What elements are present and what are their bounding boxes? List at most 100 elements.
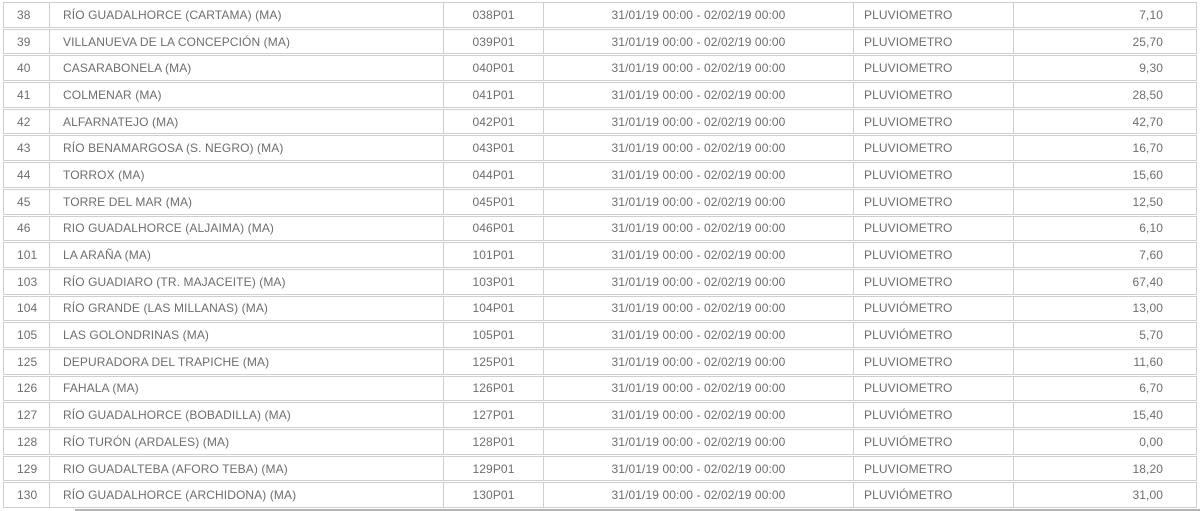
table-row-130: 130 RÍO GUADALHORCE (ARCHIDONA) (MA) 130… <box>3 482 1197 509</box>
period-cell: 31/01/19 00:00 - 02/02/19 00:00 <box>544 483 854 508</box>
station-code-cell: 101P01 <box>444 243 544 267</box>
period-cell: 31/01/19 00:00 - 02/02/19 00:00 <box>544 430 854 454</box>
period-cell: 31/01/19 00:00 - 02/02/19 00:00 <box>544 56 854 81</box>
station-code-cell: 038P01 <box>444 3 544 27</box>
value-cell: 6,70 <box>1139 381 1163 396</box>
station-name-cell: RIO GUADALHORCE (ALJAIMA) (MA) <box>50 216 444 241</box>
station-name-cell: LA ARAÑA (MA) <box>50 243 444 267</box>
value-cell: 18,20 <box>1132 461 1163 476</box>
row-id-cell: 105 <box>4 323 50 347</box>
station-code-cell: 105P01 <box>444 323 544 347</box>
value-cell: 5,70 <box>1139 328 1163 343</box>
station-name-cell: RÍO GRANDE (LAS MILLANAS) (MA) <box>50 296 444 321</box>
station-code-cell: 040P01 <box>444 56 544 81</box>
sensor-type-cell: PLUVIOMETRO <box>854 269 1014 294</box>
table-row-104: 104 RÍO GRANDE (LAS MILLANAS) (MA) 104P0… <box>3 295 1197 322</box>
station-code-cell: 044P01 <box>444 163 544 187</box>
next-row-top-border <box>75 509 1200 511</box>
station-code-cell: 043P01 <box>444 136 544 161</box>
value-cell: 15,60 <box>1132 167 1163 182</box>
period-cell: 31/01/19 00:00 - 02/02/19 00:00 <box>544 163 854 187</box>
table-row-103: 103 RÍO GUADIARO (TR. MAJACEITE) (MA) 10… <box>3 268 1197 295</box>
period-cell: 31/01/19 00:00 - 02/02/19 00:00 <box>544 29 854 54</box>
table-row-43: 43 RÍO BENAMARGOSA (S. NEGRO) (MA) 043P0… <box>3 135 1197 162</box>
row-id-cell: 39 <box>4 29 50 54</box>
value-cell: 67,40 <box>1132 274 1163 289</box>
period-cell: 31/01/19 00:00 - 02/02/19 00:00 <box>544 3 854 27</box>
value-cell: 42,70 <box>1132 114 1163 129</box>
value-cell: 28,50 <box>1132 87 1163 102</box>
row-id-cell: 129 <box>4 456 50 481</box>
sensor-type-cell: PLUVIÓMETRO <box>854 296 1014 321</box>
station-code-cell: 103P01 <box>444 269 544 294</box>
row-id-cell: 38 <box>4 3 50 27</box>
value-cell: 7,60 <box>1139 248 1163 263</box>
sensor-type-cell: PLUVIOMETRO <box>854 109 1014 134</box>
station-code-cell: 045P01 <box>444 189 544 214</box>
station-name-cell: RÍO GUADALHORCE (ARCHIDONA) (MA) <box>50 483 444 508</box>
station-code-cell: 129P01 <box>444 456 544 481</box>
table-row-39: 39 VILLANUEVA DE LA CONCEPCIÓN (MA) 039P… <box>3 28 1197 55</box>
table-row-129: 129 RIO GUADALTEBA (AFORO TEBA) (MA) 129… <box>3 455 1197 482</box>
sensor-type-cell: PLUVIÓMETRO <box>854 483 1014 508</box>
sensor-type-cell: PLUVIÓMETRO <box>854 430 1014 454</box>
sensor-type-cell: PLUVIOMETRO <box>854 3 1014 27</box>
period-cell: 31/01/19 00:00 - 02/02/19 00:00 <box>544 403 854 427</box>
station-code-cell: 130P01 <box>444 483 544 508</box>
value-cell: 31,00 <box>1132 488 1163 503</box>
station-code-cell: 104P01 <box>444 296 544 321</box>
station-name-cell: RÍO GUADIARO (TR. MAJACEITE) (MA) <box>50 269 444 294</box>
row-id-cell: 126 <box>4 376 50 401</box>
value-cell: 13,00 <box>1132 301 1163 316</box>
period-cell: 31/01/19 00:00 - 02/02/19 00:00 <box>544 376 854 401</box>
row-id-cell: 46 <box>4 216 50 241</box>
station-name-cell: TORROX (MA) <box>50 163 444 187</box>
period-cell: 31/01/19 00:00 - 02/02/19 00:00 <box>544 323 854 347</box>
value-cell: 6,10 <box>1139 221 1163 236</box>
period-cell: 31/01/19 00:00 - 02/02/19 00:00 <box>544 216 854 241</box>
table-row-128: 128 RÍO TURÓN (ARDALES) (MA) 128P01 31/0… <box>3 429 1197 455</box>
value-cell: 0,00 <box>1139 434 1163 449</box>
table-row-45: 45 TORRE DEL MAR (MA) 045P01 31/01/19 00… <box>3 188 1197 215</box>
row-id-cell: 101 <box>4 243 50 267</box>
period-cell: 31/01/19 00:00 - 02/02/19 00:00 <box>544 189 854 214</box>
station-code-cell: 125P01 <box>444 349 544 374</box>
value-cell: 25,70 <box>1132 34 1163 49</box>
station-name-cell: VILLANUEVA DE LA CONCEPCIÓN (MA) <box>50 29 444 54</box>
period-cell: 31/01/19 00:00 - 02/02/19 00:00 <box>544 83 854 107</box>
sensor-type-cell: PLUVIOMETRO <box>854 56 1014 81</box>
period-cell: 31/01/19 00:00 - 02/02/19 00:00 <box>544 269 854 294</box>
sensor-type-cell: PLUVIOMETRO <box>854 349 1014 374</box>
row-id-cell: 41 <box>4 83 50 107</box>
table-row-44: 44 TORROX (MA) 044P01 31/01/19 00:00 - 0… <box>3 162 1197 188</box>
station-name-cell: LAS GOLONDRINAS (MA) <box>50 323 444 347</box>
station-name-cell: DEPURADORA DEL TRAPICHE (MA) <box>50 349 444 374</box>
table-row-105: 105 LAS GOLONDRINAS (MA) 105P01 31/01/19… <box>3 322 1197 348</box>
value-cell: 15,40 <box>1132 408 1163 423</box>
station-code-cell: 126P01 <box>444 376 544 401</box>
station-name-cell: RÍO BENAMARGOSA (S. NEGRO) (MA) <box>50 136 444 161</box>
row-id-cell: 40 <box>4 56 50 81</box>
value-cell: 12,50 <box>1132 194 1163 209</box>
station-name-cell: TORRE DEL MAR (MA) <box>50 189 444 214</box>
sensor-type-cell: PLUVIOMETRO <box>854 136 1014 161</box>
station-code-cell: 128P01 <box>444 430 544 454</box>
value-cell: 11,60 <box>1133 354 1163 369</box>
row-id-cell: 43 <box>4 136 50 161</box>
table-row-46: 46 RIO GUADALHORCE (ALJAIMA) (MA) 046P01… <box>3 215 1197 242</box>
station-name-cell: RÍO TURÓN (ARDALES) (MA) <box>50 430 444 454</box>
sensor-type-cell: PLUVIOMETRO <box>854 216 1014 241</box>
station-name-cell: RÍO GUADALHORCE (CARTAMA) (MA) <box>50 3 444 27</box>
row-id-cell: 103 <box>4 269 50 294</box>
row-id-cell: 130 <box>4 483 50 508</box>
period-cell: 31/01/19 00:00 - 02/02/19 00:00 <box>544 456 854 481</box>
row-id-cell: 128 <box>4 430 50 454</box>
table-row-42: 42 ALFARNATEJO (MA) 042P01 31/01/19 00:0… <box>3 108 1197 135</box>
table-row-126: 126 FAHALA (MA) 126P01 31/01/19 00:00 - … <box>3 375 1197 402</box>
table-row-101: 101 LA ARAÑA (MA) 101P01 31/01/19 00:00 … <box>3 242 1197 268</box>
value-cell: 9,30 <box>1139 61 1163 76</box>
sensor-type-cell: PLUVIÓMETRO <box>854 403 1014 427</box>
station-name-cell: RÍO GUADALHORCE (BOBADILLA) (MA) <box>50 403 444 427</box>
table-row-38: 38 RÍO GUADALHORCE (CARTAMA) (MA) 038P01… <box>3 2 1197 28</box>
